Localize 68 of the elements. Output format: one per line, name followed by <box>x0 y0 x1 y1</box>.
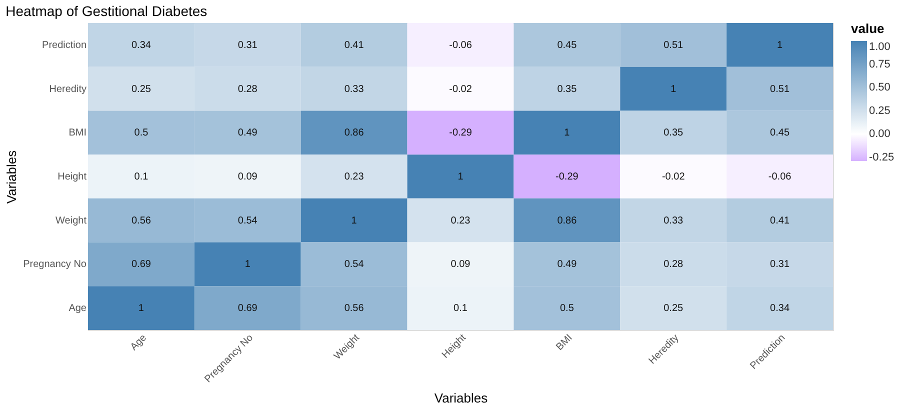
data-label: 0.35 <box>557 84 578 95</box>
color-bar-label: 0.75 <box>869 58 890 70</box>
chart-title: Heatmap of Gestitional Diabetes <box>6 3 208 19</box>
data-label: 0.51 <box>664 40 684 51</box>
data-label: 0.41 <box>344 40 364 51</box>
data-label: 1 <box>564 128 570 139</box>
data-label: -0.02 <box>662 172 686 182</box>
data-label: 0.31 <box>770 259 790 270</box>
data-label: 0.09 <box>450 259 471 270</box>
data-label: 0.54 <box>344 259 364 270</box>
y-tick-label: Height <box>58 172 87 182</box>
data-label: 1 <box>244 259 251 270</box>
data-label: 0.51 <box>770 84 790 95</box>
data-label: 1 <box>777 40 784 51</box>
data-label: 0.09 <box>238 172 258 182</box>
data-label: 1 <box>670 84 677 95</box>
data-label: 0.45 <box>557 40 578 51</box>
data-label: -0.06 <box>768 172 792 182</box>
data-label: 0.35 <box>664 128 684 139</box>
data-label: 0.31 <box>238 40 258 51</box>
data-label: 0.33 <box>664 215 684 226</box>
data-label: 0.28 <box>238 84 258 95</box>
y-tick-label: Age <box>68 303 87 314</box>
data-label: 0.86 <box>557 215 578 226</box>
data-label: 0.49 <box>238 128 258 139</box>
data-label: 0.1 <box>134 172 149 182</box>
data-label: 0.23 <box>344 172 364 182</box>
color-bar-label: 0.00 <box>869 128 890 140</box>
y-tick-label: Pregnancy No <box>23 259 87 270</box>
y-tick-label: Heredity <box>49 84 86 95</box>
data-label: 0.54 <box>238 215 258 226</box>
data-label: 0.41 <box>770 215 790 226</box>
data-label: 0.56 <box>131 215 152 226</box>
data-label: 1 <box>458 172 464 182</box>
data-label: 0.69 <box>131 259 152 270</box>
data-label: 0.49 <box>557 259 578 270</box>
data-label: 0.86 <box>344 128 364 139</box>
data-label: 0.34 <box>131 40 152 51</box>
data-label: -0.29 <box>449 128 472 139</box>
data-label: 0.34 <box>770 303 790 314</box>
color-bar-label: -0.25 <box>869 151 894 164</box>
data-label: 0.56 <box>344 303 364 314</box>
data-label: -0.29 <box>556 172 579 182</box>
data-label: 0.69 <box>238 303 258 314</box>
x-tick-label: BMI <box>554 332 575 353</box>
y-tick-label: Weight <box>56 215 87 226</box>
color-bar-label: 1.00 <box>869 41 890 53</box>
data-label: 0.5 <box>134 128 149 139</box>
data-label: 0.1 <box>454 303 468 314</box>
y-tick-label: BMI <box>68 128 86 139</box>
data-label: 1 <box>138 303 144 314</box>
x-axis-title: Variables <box>434 390 488 406</box>
data-label: 0.33 <box>344 84 364 95</box>
data-label: 0.25 <box>664 303 684 314</box>
color-bar-title: value <box>851 21 884 36</box>
data-label: 0.25 <box>131 84 152 95</box>
data-label: -0.02 <box>449 84 472 95</box>
data-label: 0.23 <box>450 215 471 226</box>
x-tick-label: Age <box>128 332 150 353</box>
y-axis-title: Variables <box>4 150 20 204</box>
y-tick-label: Prediction <box>42 40 86 51</box>
color-bar-label: 0.50 <box>869 82 890 94</box>
color-bar-label: 0.25 <box>869 104 890 117</box>
data-label: 0.5 <box>560 303 574 314</box>
data-label: 1 <box>351 215 358 226</box>
data-label: -0.06 <box>449 40 472 51</box>
data-label: 0.28 <box>664 259 684 270</box>
data-label: 0.45 <box>770 128 790 139</box>
